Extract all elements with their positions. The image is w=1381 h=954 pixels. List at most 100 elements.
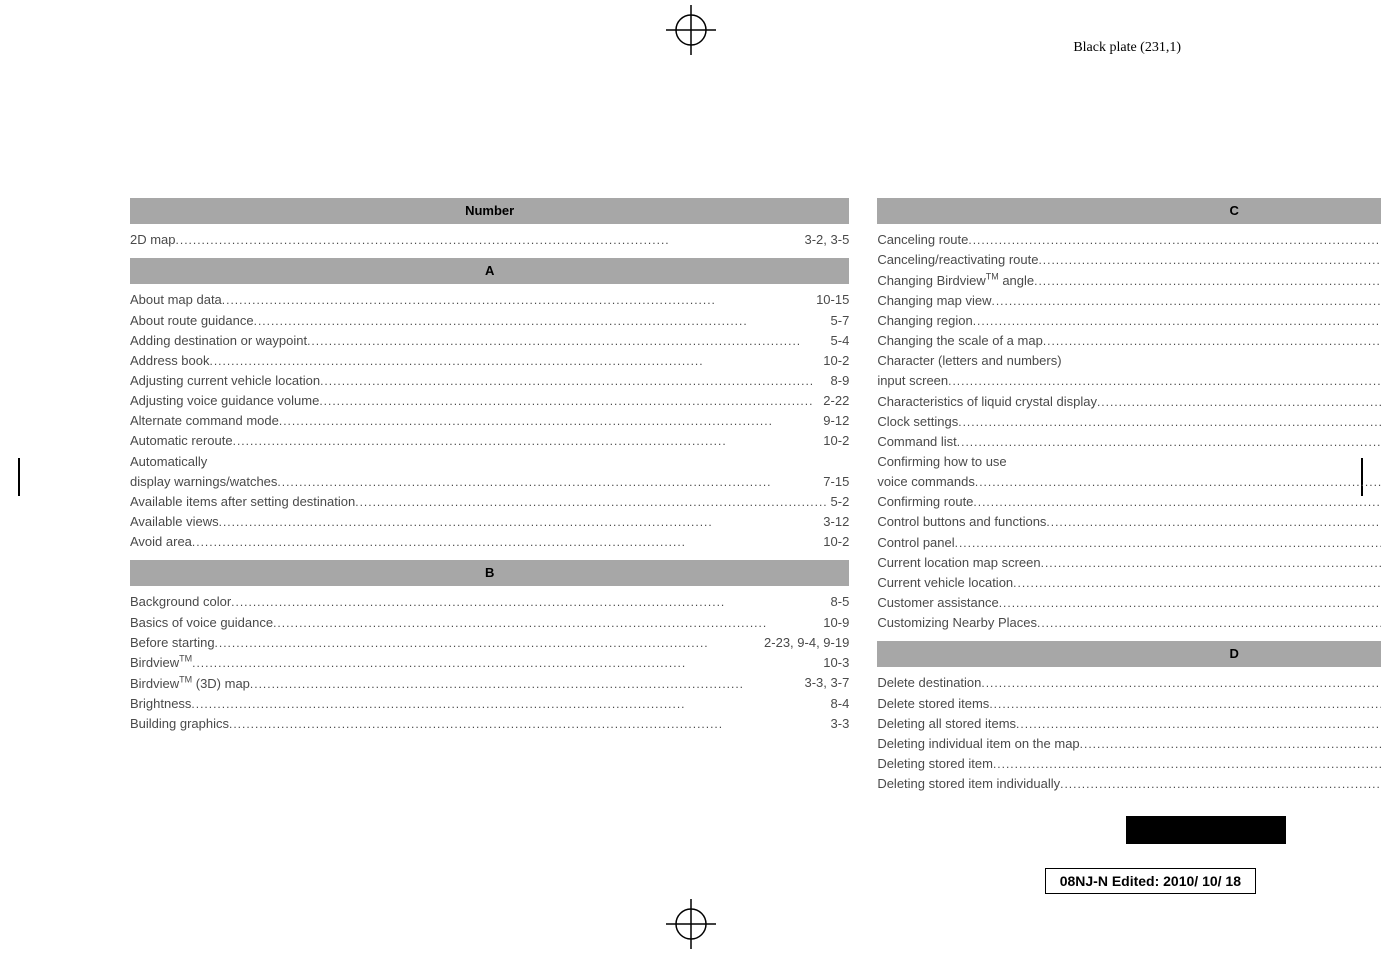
entry-label: Current location map screen bbox=[877, 555, 1381, 570]
index-entry: Deleting individual item on the map 6-19 bbox=[877, 734, 1381, 754]
entry-pages: 5-7 bbox=[827, 311, 850, 331]
index-entry: Background color 8-5 bbox=[130, 592, 849, 612]
index-entry: Delete destination 4-20 bbox=[877, 673, 1381, 693]
entry-pages: 10-2 bbox=[819, 532, 849, 552]
index-entry: Adjusting voice guidance volume 2-22 bbox=[130, 391, 849, 411]
index-entry: Changing map view 3-11 bbox=[877, 291, 1381, 311]
index-entry: Deleting all stored items 6-19 bbox=[877, 714, 1381, 734]
entry-pages: 8-4 bbox=[827, 694, 850, 714]
entry-label: Control buttons and functions bbox=[877, 514, 1381, 529]
index-entry: Adjusting current vehicle location 8-9 bbox=[130, 371, 849, 391]
index-entry: Control panel 2-2 bbox=[877, 533, 1381, 553]
index-entry: Command list 2-25 bbox=[877, 432, 1381, 452]
entry-label: Confirming how to use bbox=[877, 454, 1006, 469]
entry-pages: 10-15 bbox=[812, 290, 849, 310]
index-entry: Automatically bbox=[130, 452, 849, 472]
index-entry: Characteristics of liquid crystal displa… bbox=[877, 392, 1381, 412]
black-tab bbox=[1126, 816, 1286, 844]
entry-label: Characteristics of liquid crystal displa… bbox=[877, 394, 1381, 409]
entry-label: Adding destination or waypoint bbox=[130, 333, 801, 348]
entry-label: Deleting stored item bbox=[877, 756, 1381, 771]
entry-pages: 10-2 bbox=[819, 431, 849, 451]
entry-label: Customer assistance bbox=[877, 595, 1381, 610]
entry-label: Alternate command mode bbox=[130, 413, 773, 428]
entry-label: BirdviewTM bbox=[130, 655, 686, 670]
entry-label: Available views bbox=[130, 514, 713, 529]
entry-pages: 3-2, 3-5 bbox=[801, 230, 850, 250]
index-entry: Canceling route 2-19 bbox=[877, 230, 1381, 250]
entry-label: BirdviewTM (3D) map bbox=[130, 676, 744, 691]
index-entry: BirdviewTM (3D) map 3-3, 3-7 bbox=[130, 673, 849, 693]
entry-label: Confirming route bbox=[877, 494, 1381, 509]
index-entry: Confirming how to use bbox=[877, 452, 1381, 472]
entry-pages: 2-23, 9-4, 9-19 bbox=[760, 633, 849, 653]
entry-label: Deleting all stored items bbox=[877, 716, 1381, 731]
entry-pages: 3-3, 3-7 bbox=[801, 673, 850, 693]
entry-pages: 8-5 bbox=[827, 592, 850, 612]
entry-label: Address book bbox=[130, 353, 704, 368]
entry-pages: 5-4 bbox=[827, 331, 850, 351]
index-entry: Basics of voice guidance 10-9 bbox=[130, 613, 849, 633]
entry-label: Changing map view bbox=[877, 293, 1381, 308]
entry-pages: 10-2 bbox=[819, 351, 849, 371]
crop-mark-bottom bbox=[666, 899, 716, 949]
crop-mark-top bbox=[666, 5, 716, 55]
entry-pages: 3-3 bbox=[827, 714, 850, 734]
plate-info: Black plate (231,1) bbox=[1073, 40, 1181, 56]
entry-label: Delete destination bbox=[877, 675, 1381, 690]
section-header: C bbox=[877, 198, 1381, 224]
entry-pages: 8-9 bbox=[827, 371, 850, 391]
footer-edition-box: 08NJ-N Edited: 2010/ 10/ 18 bbox=[1045, 868, 1256, 894]
entry-pages: 3-12 bbox=[819, 512, 849, 532]
index-entry: Changing BirdviewTM angle 3-16 bbox=[877, 270, 1381, 290]
entry-label: Character (letters and numbers) bbox=[877, 353, 1061, 368]
entry-label: Canceling/reactivating route bbox=[877, 252, 1381, 267]
entry-label: Deleting stored item individually bbox=[877, 776, 1381, 791]
index-entry: Avoid area 10-2 bbox=[130, 532, 849, 552]
entry-label: Delete stored items bbox=[877, 696, 1381, 711]
index-entry: Available views 3-12 bbox=[130, 512, 849, 532]
entry-label: Customizing Nearby Places bbox=[877, 615, 1381, 630]
index-entry: Character (letters and numbers) bbox=[877, 351, 1381, 371]
entry-pages: 7-15 bbox=[819, 472, 849, 492]
index-entry: display warnings/watches 7-15 bbox=[130, 472, 849, 492]
entry-pages: 2-22 bbox=[819, 391, 849, 411]
entry-label: Current vehicle location bbox=[877, 575, 1381, 590]
index-entry: Changing region 4-2 bbox=[877, 311, 1381, 331]
index-entry: About map data 10-15 bbox=[130, 290, 849, 310]
entry-label: Command list bbox=[877, 434, 1381, 449]
index-entry: Customizing Nearby Places 8-8 bbox=[877, 613, 1381, 633]
entry-label: Building graphics bbox=[130, 716, 723, 731]
column-2: C Canceling route 2-19 Canceling/reactivat… bbox=[877, 190, 1381, 794]
index-entry: Current location map screen 2-15 bbox=[877, 553, 1381, 573]
entry-label: Changing the scale of a map bbox=[877, 333, 1381, 348]
entry-label: Control panel bbox=[877, 535, 1381, 550]
entry-label: voice commands bbox=[877, 474, 1381, 489]
index-entry: Building graphics 3-3 bbox=[130, 714, 849, 734]
entry-pages: 9-12 bbox=[819, 411, 849, 431]
entry-label: Clock settings bbox=[877, 414, 1381, 429]
entry-label: input screen bbox=[877, 373, 1381, 388]
index-entry: 2D map 3-2, 3-5 bbox=[130, 230, 849, 250]
index-entry: input screen 2-13 bbox=[877, 371, 1381, 391]
index-entry: Deleting stored item 6-18 bbox=[877, 754, 1381, 774]
section-header: Number bbox=[130, 198, 849, 224]
column-1: Number 2D map 3-2, 3-5 A About map data 10-… bbox=[130, 190, 849, 794]
section-header: B bbox=[130, 560, 849, 586]
index-entry: Deleting stored item individually 6-18 bbox=[877, 774, 1381, 794]
entry-label: Adjusting current vehicle location bbox=[130, 373, 814, 388]
index-entry: Current vehicle location 10-3 bbox=[877, 573, 1381, 593]
index-entry: Before starting 2-23, 9-4, 9-19 bbox=[130, 633, 849, 653]
entry-label: Changing BirdviewTM angle bbox=[877, 273, 1381, 288]
section-header: A bbox=[130, 258, 849, 284]
index-entry: voice commands 9-3, 9-17 bbox=[877, 472, 1381, 492]
index-entry: Changing the scale of a map 3-8 bbox=[877, 331, 1381, 351]
entry-label: Changing region bbox=[877, 313, 1381, 328]
entry-label: Deleting individual item on the map bbox=[877, 736, 1381, 751]
entry-label: Background color bbox=[130, 594, 725, 609]
index-entry: Control buttons and functions 2-2 bbox=[877, 512, 1381, 532]
entry-label: Basics of voice guidance bbox=[130, 615, 767, 630]
entry-pages: 10-9 bbox=[819, 613, 849, 633]
index-entry: Address book 10-2 bbox=[130, 351, 849, 371]
index-entry: Delete stored items 8-10 bbox=[877, 694, 1381, 714]
